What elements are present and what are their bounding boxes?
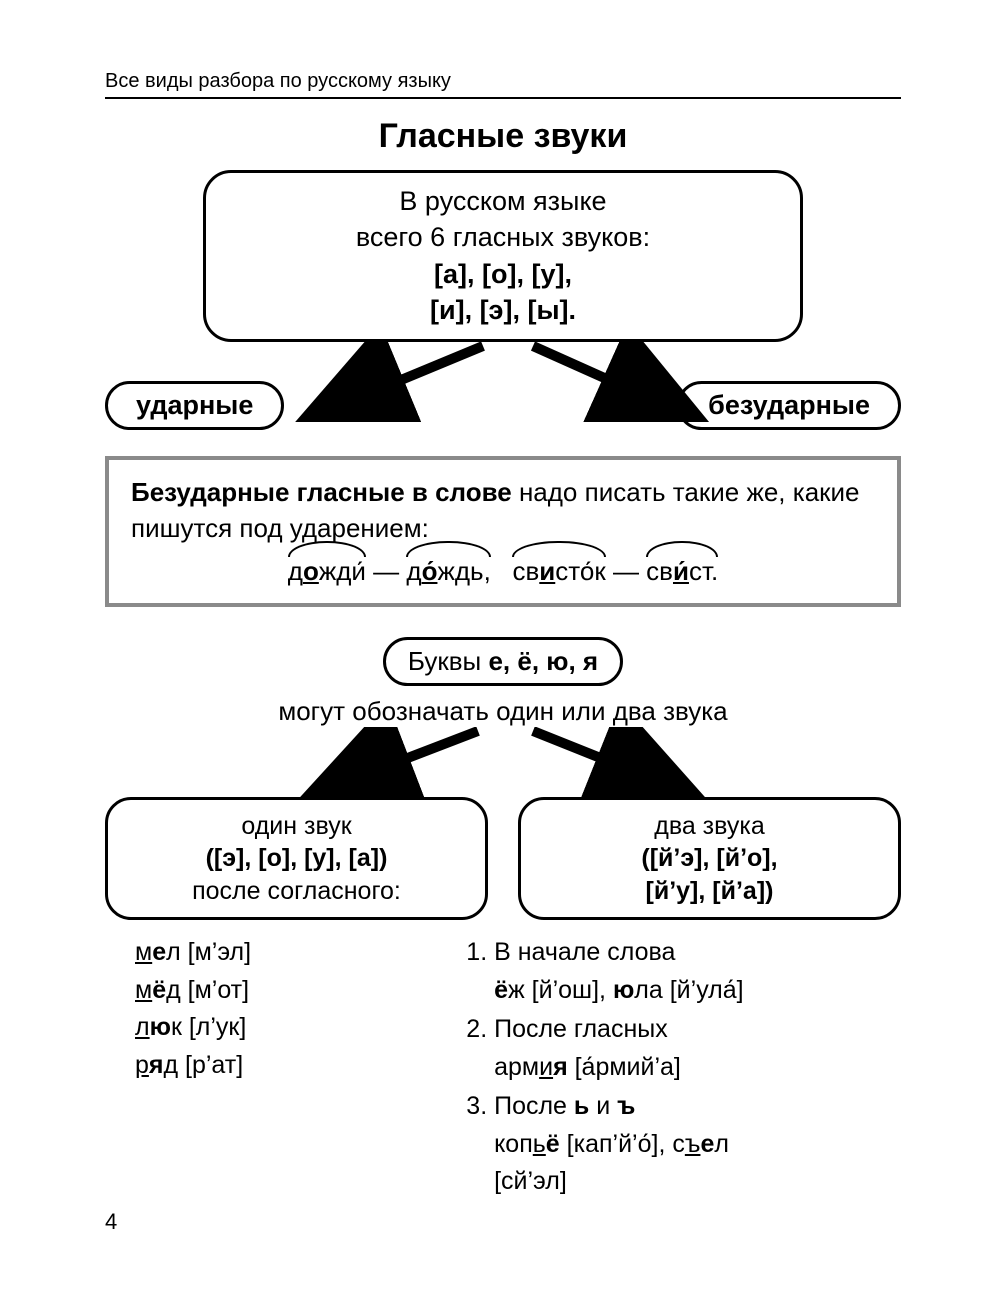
pill-stressed: ударные	[105, 381, 284, 430]
letters-pill: Буквы е, ё, ю, я	[383, 637, 623, 686]
list-item: После ь и ъ копьё [кап’й’о́], съел [сй’э…	[494, 1088, 901, 1201]
one-sound-box: один звук ([э], [о], [у], [а]) после сог…	[105, 797, 488, 921]
list-item: После гласных армия [а́рмий’а]	[494, 1011, 901, 1086]
two-sound-box: два звука ([й’э], [й’о], [й’у], [й’а])	[518, 797, 901, 921]
examples-right: В начале слова ёж [й’ош], юла [й’ула́] П…	[466, 934, 901, 1203]
list-item: В начале слова ёж [й’ош], юла [й’ула́]	[494, 934, 901, 1009]
top-line3: [а], [о], [у],	[236, 256, 770, 292]
rule-examples: дожди́ — до́ждь, свисто́к — сви́ст.	[131, 553, 875, 589]
pill-unstressed: безударные	[677, 381, 901, 430]
top-line4: [и], [э], [ы].	[236, 292, 770, 328]
list-item: люк [л’ук]	[135, 1009, 436, 1047]
list-item: ряд [р’ат]	[135, 1047, 436, 1085]
page-number: 4	[105, 1209, 117, 1235]
examples-left: мел [м’эл] мёд [м’от] люк [л’ук] ряд [р’…	[105, 934, 436, 1203]
list-item: мёд [м’от]	[135, 972, 436, 1010]
rule-bold: Безударные гласные в слове	[131, 477, 512, 507]
top-box: В русском языке всего 6 гласных звуков: …	[203, 170, 803, 342]
page-header: Все виды разбора по русскому языку	[105, 70, 901, 99]
list-item: мел [м’эл]	[135, 934, 436, 972]
letters-subtitle: могут обозначать один или два звука	[105, 696, 901, 727]
rule-box: Безударные гласные в слове надо писать т…	[105, 456, 901, 607]
split-row: ударные безударные	[105, 342, 901, 430]
second-arrows-icon	[233, 727, 773, 797]
top-line1: В русском языке	[236, 183, 770, 219]
main-title: Гласные звуки	[105, 117, 901, 156]
top-line2: всего 6 гласных звуков:	[236, 219, 770, 255]
